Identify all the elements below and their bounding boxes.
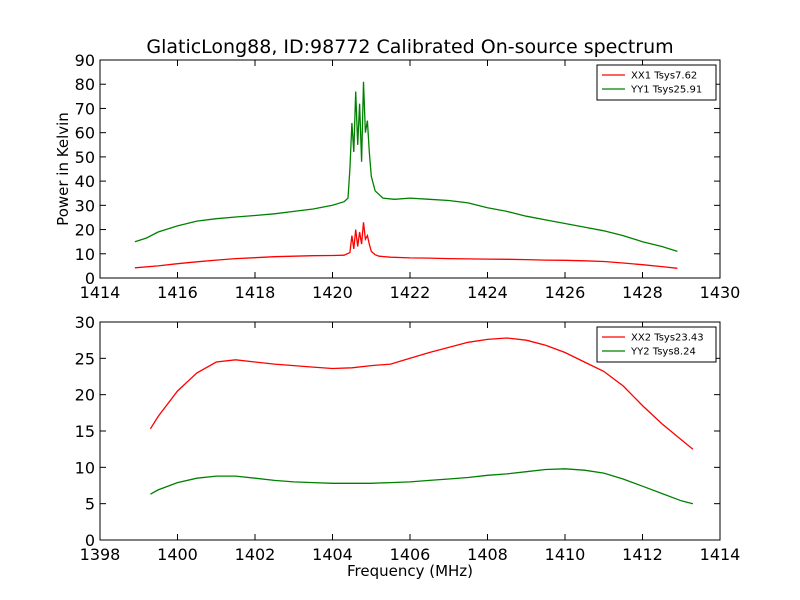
- y-tick-label: 30: [75, 196, 95, 215]
- top-panel: 1414 1416 1418 1420 1422 1424 1426 1428 1430 0 10 2…: [54, 51, 740, 302]
- legend-entry-label: YY2 Tsys8.24: [630, 347, 696, 358]
- x-tick-label: 1420: [312, 283, 353, 302]
- x-tick-label: 1398: [80, 545, 121, 564]
- legend-entry-label: XX2 Tsys23.43: [631, 333, 704, 344]
- y-tick-label: 90: [75, 51, 95, 70]
- y-tick-label: 50: [75, 148, 95, 167]
- series-line-xx1: [134, 222, 678, 269]
- legend-box: [596, 64, 717, 101]
- y-tick-label: 60: [75, 124, 95, 143]
- y-tick-label: 20: [75, 221, 95, 240]
- x-tick-label: 1412: [622, 545, 663, 564]
- y-tick-label: 0: [85, 531, 95, 550]
- x-tick-label: 1410: [545, 545, 586, 564]
- x-tick-label: 1422: [390, 283, 431, 302]
- legend-entry-label: XX1 Tsys7.62: [631, 71, 697, 82]
- y-tick-label: 10: [75, 245, 95, 264]
- y-tick-label: 20: [75, 386, 95, 405]
- x-tick-label: 1408: [467, 545, 508, 564]
- x-tick-label: 1414: [700, 545, 741, 564]
- y-tick-label: 80: [75, 75, 95, 94]
- x-tick-label: 1406: [390, 545, 431, 564]
- y-tick-label: 70: [75, 99, 95, 118]
- x-tick-label: 1416: [157, 283, 198, 302]
- x-tick-label: 1428: [622, 283, 663, 302]
- x-tick-label: 1414: [80, 283, 121, 302]
- y-axis-label: Power in Kelvin: [54, 112, 72, 226]
- series-line-xx2: [149, 337, 694, 450]
- y-tick-label: 0: [85, 269, 95, 288]
- series-line-yy1: [134, 81, 678, 253]
- y-tick-label: 5: [85, 495, 95, 514]
- bottom-panel: 1398 1400 1402 1404 1406 1408 1410 1412 1414 0 5 10…: [75, 313, 741, 580]
- x-tick-label: 1402: [235, 545, 276, 564]
- legend-entry-label: YY1 Tsys25.91: [630, 85, 702, 96]
- y-tick-label: 40: [75, 172, 95, 191]
- chart-title: GlaticLong88, ID:98772 Calibrated On-sou…: [146, 36, 673, 58]
- y-tick-label: 30: [75, 313, 95, 332]
- y-tick-label: 15: [75, 422, 95, 441]
- legend-box: [596, 326, 717, 363]
- y-tick-label: 25: [75, 349, 95, 368]
- x-tick-label: 1424: [467, 283, 508, 302]
- x-tick-label: 1418: [235, 283, 276, 302]
- series-line-yy2: [150, 468, 694, 505]
- x-tick-label: 1404: [312, 545, 353, 564]
- x-tick-label: 1430: [700, 283, 741, 302]
- y-tick-label: 10: [75, 458, 95, 477]
- x-axis-label: Frequency (MHz): [347, 562, 473, 580]
- x-tick-label: 1426: [545, 283, 586, 302]
- x-tick-label: 1400: [157, 545, 198, 564]
